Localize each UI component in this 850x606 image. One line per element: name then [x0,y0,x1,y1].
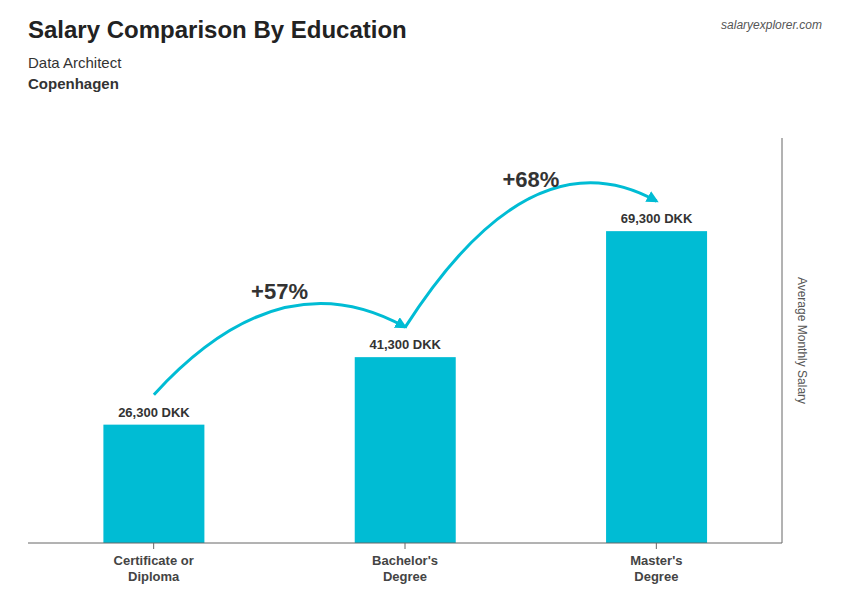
svg-text:Certificate orDiploma: Certificate orDiploma [114,553,194,584]
svg-text:+57%: +57% [251,279,308,304]
svg-text:69,300 DKK: 69,300 DKK [621,211,693,226]
svg-text:Master'sDegree: Master'sDegree [630,553,682,584]
html-text:Copenhagen: Copenhagen [28,75,119,92]
html-text:Salary Comparison By Education: Salary Comparison By Education [28,16,407,43]
svg-text:Average Monthly Salary: Average Monthly Salary [795,277,809,404]
html-text:salaryexplorer.com: salaryexplorer.com [721,18,822,32]
svg-text:26,300 DKK: 26,300 DKK [118,405,190,420]
html-text:Data Architect: Data Architect [28,54,122,71]
svg-text:Bachelor'sDegree: Bachelor'sDegree [372,553,438,584]
svg-text:41,300 DKK: 41,300 DKK [369,337,441,352]
svg-text:+68%: +68% [502,167,559,192]
